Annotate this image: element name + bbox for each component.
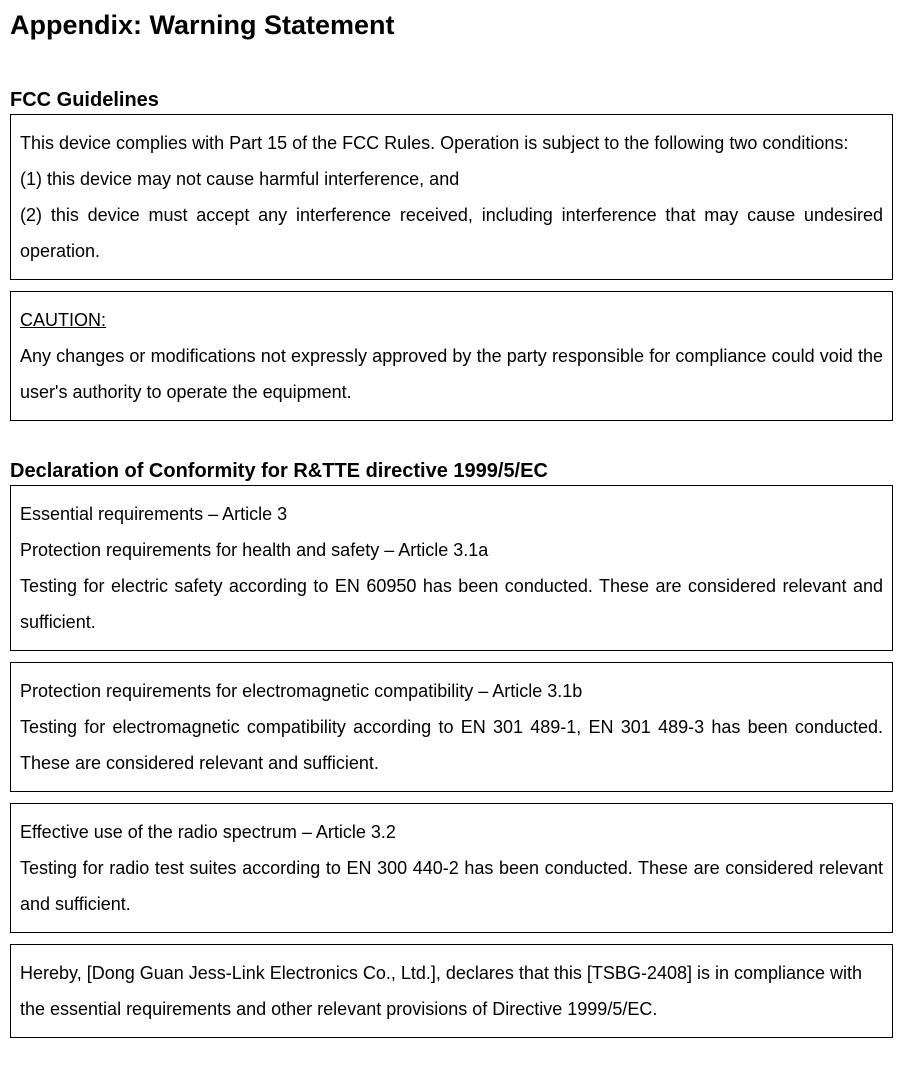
fcc-intro: This device complies with Part 15 of the… bbox=[20, 125, 883, 161]
doc-emc-heading: Protection requirements for electromagne… bbox=[20, 673, 883, 709]
fcc-condition-1: (1) this device may not cause harmful in… bbox=[20, 161, 883, 197]
doc-essential-req: Essential requirements – Article 3 bbox=[20, 496, 883, 532]
doc-heading: Declaration of Conformity for R&TTE dire… bbox=[10, 460, 893, 483]
appendix-title: Appendix: Warning Statement bbox=[10, 10, 893, 41]
caution-text: Any changes or modifications not express… bbox=[20, 338, 883, 410]
doc-radio-heading: Effective use of the radio spectrum – Ar… bbox=[20, 814, 883, 850]
fcc-caution-box: CAUTION: Any changes or modifications no… bbox=[10, 291, 893, 421]
doc-radio-text: Testing for radio test suites according … bbox=[20, 850, 883, 922]
doc-radio-box: Effective use of the radio spectrum – Ar… bbox=[10, 803, 893, 933]
doc-en60950: Testing for electric safety according to… bbox=[20, 568, 883, 640]
caution-label: CAUTION: bbox=[20, 310, 106, 330]
fcc-heading: FCC Guidelines bbox=[10, 89, 893, 112]
doc-emc-box: Protection requirements for electromagne… bbox=[10, 662, 893, 792]
doc-health-safety: Protection requirements for health and s… bbox=[20, 532, 883, 568]
fcc-condition-2: (2) this device must accept any interfer… bbox=[20, 197, 883, 269]
doc-article3-box: Essential requirements – Article 3 Prote… bbox=[10, 485, 893, 651]
doc-declaration-text: Hereby, [Dong Guan Jess-Link Electronics… bbox=[20, 955, 883, 1027]
fcc-compliance-box: This device complies with Part 15 of the… bbox=[10, 114, 893, 280]
doc-declaration-box: Hereby, [Dong Guan Jess-Link Electronics… bbox=[10, 944, 893, 1038]
doc-emc-text: Testing for electromagnetic compatibilit… bbox=[20, 709, 883, 781]
